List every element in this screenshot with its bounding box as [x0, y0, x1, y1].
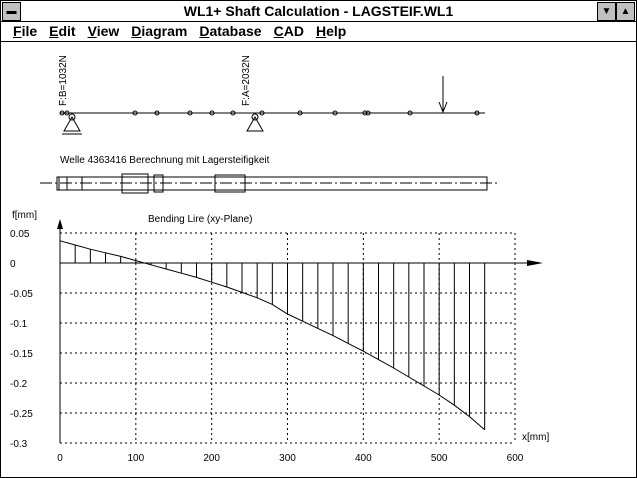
chart-title: Bending Lire (xy-Plane): [148, 214, 253, 225]
chart: Bending Lire (xy-Plane) f[mm] x[mm] 0.05…: [10, 210, 549, 464]
menu-item[interactable]: Help: [315, 23, 347, 39]
x-axis-label: x[mm]: [522, 432, 549, 443]
x-tick-label: 0: [57, 453, 63, 464]
menu-bar: File Edit View Diagram Database CAD Help: [1, 22, 636, 42]
beam-nodes: [59, 110, 480, 116]
y-tick-label: 0: [10, 259, 16, 270]
menu-item[interactable]: CAD: [273, 23, 304, 39]
maximize-button[interactable]: ▲: [616, 2, 635, 21]
x-tick-label: 500: [431, 453, 448, 464]
menu-item[interactable]: File: [13, 23, 38, 39]
x-tick-label: 100: [127, 453, 144, 464]
x-axis-arrow: [527, 260, 543, 266]
title-bar: ▬ WL1+ Shaft Calculation - LAGSTEIF.WL1 …: [1, 1, 636, 22]
system-menu-button[interactable]: ▬: [2, 2, 21, 21]
bending-line: [59, 240, 485, 431]
menu-item[interactable]: View: [87, 23, 120, 39]
y-tick-label: -0.25: [10, 409, 33, 420]
force-label: F:B=1032N: [58, 55, 69, 106]
minimize-button[interactable]: ▼: [597, 2, 616, 21]
x-tick-label: 300: [279, 453, 296, 464]
force-label: F:A=2032N: [241, 55, 252, 106]
y-tick-label: 0.05: [10, 229, 30, 240]
y-tick-label: -0.1: [10, 319, 28, 330]
shaft-outline: [40, 173, 500, 194]
menu-item[interactable]: Diagram: [131, 23, 188, 39]
y-axis-label: f[mm]: [12, 210, 37, 221]
support-a: [246, 113, 264, 132]
y-tick-label: -0.2: [10, 379, 28, 390]
y-tick-label: -0.3: [10, 439, 28, 450]
window-title: WL1+ Shaft Calculation - LAGSTEIF.WL1: [183, 3, 454, 19]
x-tick-label: 200: [203, 453, 220, 464]
support-b: [62, 113, 82, 135]
x-tick-label: 400: [355, 453, 372, 464]
force-arrow: [438, 76, 448, 114]
shaft-caption: Welle 4363416 Berechnung mit Lagersteifi…: [60, 155, 270, 166]
menu-item[interactable]: Database: [199, 23, 262, 39]
y-tick-label: -0.05: [10, 289, 33, 300]
x-tick-label: 600: [507, 453, 524, 464]
y-tick-label: -0.15: [10, 349, 33, 360]
y-axis-arrow: [57, 219, 63, 229]
menu-item[interactable]: Edit: [49, 23, 76, 39]
